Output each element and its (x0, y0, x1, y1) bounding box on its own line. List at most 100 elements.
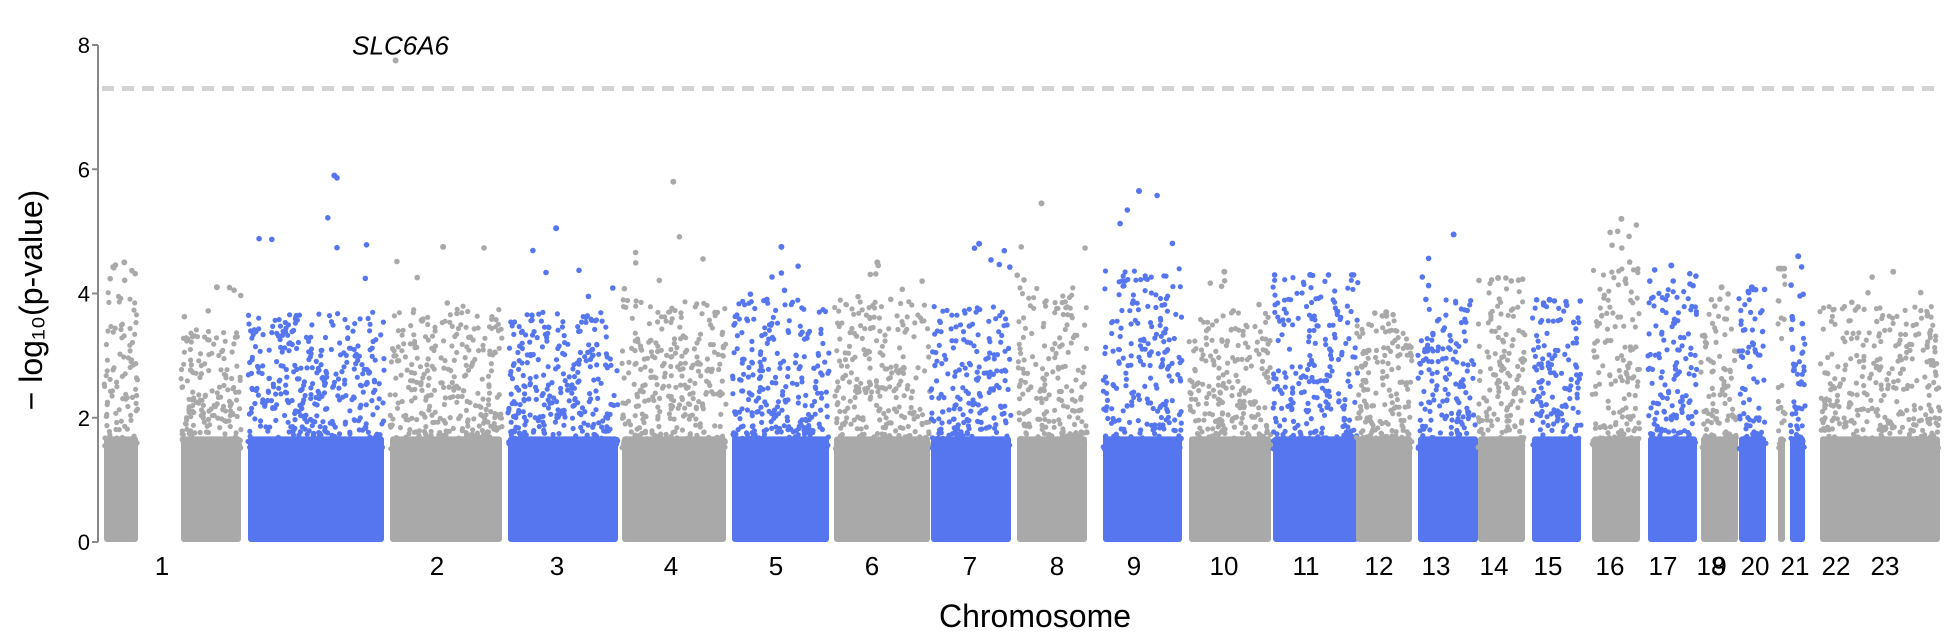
snp-point (494, 412, 500, 418)
snp-point (1150, 405, 1156, 412)
snp-point (1504, 407, 1510, 413)
snp-point (379, 444, 385, 450)
snp-point (974, 369, 980, 375)
snp-point (881, 410, 887, 417)
snp-point (1058, 441, 1064, 447)
snp-point (1651, 267, 1658, 273)
snp-point (1666, 429, 1672, 435)
snp-point (943, 356, 949, 362)
snp-point (1623, 405, 1629, 411)
snp-point (1530, 398, 1536, 405)
snp-point (949, 312, 955, 318)
snp-point (1206, 383, 1212, 389)
peak-point (1618, 215, 1625, 222)
snp-point (964, 430, 970, 436)
snp-point (851, 404, 858, 410)
snp-point (1204, 439, 1210, 445)
snp-point (871, 434, 877, 440)
snp-point (559, 324, 566, 330)
snp-point (1521, 349, 1527, 355)
snp-point (1443, 355, 1449, 361)
snp-point (851, 417, 857, 423)
snp-point (476, 423, 482, 429)
snp-point (1467, 439, 1474, 445)
snp-point (1380, 325, 1386, 331)
snp-point (1480, 431, 1486, 437)
snp-point (455, 325, 461, 332)
snp-point (1225, 412, 1231, 418)
snp-point (292, 438, 298, 444)
snp-point (1305, 400, 1311, 406)
snp-point (249, 385, 255, 391)
snp-point (1496, 359, 1503, 365)
snp-point (516, 407, 522, 414)
snp-point (188, 357, 194, 363)
snp-point (1395, 343, 1401, 350)
snp-point (1235, 310, 1241, 316)
snp-point (1019, 291, 1026, 297)
snp-point (1358, 429, 1364, 436)
snp-point (206, 337, 212, 343)
snp-point (188, 330, 194, 336)
snp-point (1393, 429, 1399, 435)
snp-point (588, 396, 594, 402)
snp-point (1437, 403, 1443, 409)
snp-point (1056, 417, 1062, 423)
snp-point (1495, 334, 1501, 340)
snp-point (846, 379, 853, 385)
snp-point (1164, 406, 1170, 412)
snp-point (1281, 417, 1287, 423)
snp-point (898, 300, 904, 307)
snp-point (104, 439, 110, 445)
snp-point (1424, 336, 1430, 342)
snp-point (697, 424, 703, 430)
snp-point (957, 322, 964, 328)
snp-point (1415, 352, 1421, 358)
snp-point (215, 415, 221, 421)
snp-point (693, 435, 699, 441)
snp-point (1430, 330, 1436, 336)
snp-point (657, 395, 663, 401)
snp-point (619, 348, 626, 354)
snp-point (1568, 434, 1574, 440)
peak-point (1495, 275, 1502, 281)
snp-point (1327, 346, 1333, 352)
snp-point (1679, 343, 1685, 349)
snp-point (1052, 407, 1058, 413)
snp-point (1239, 415, 1245, 421)
snp-point (484, 432, 490, 438)
snp-point (103, 373, 109, 379)
snp-point (1138, 277, 1144, 283)
snp-point (737, 416, 743, 422)
snp-point (938, 391, 944, 397)
snp-point (1079, 419, 1085, 425)
snp-point (302, 392, 308, 399)
snp-point (1693, 381, 1699, 388)
snp-point (1605, 405, 1611, 411)
snp-point (863, 424, 869, 430)
snp-point (1292, 425, 1298, 431)
snp-point (1503, 275, 1509, 281)
snp-point (277, 377, 283, 383)
snp-point (1540, 390, 1546, 396)
snp-point (1379, 313, 1386, 319)
snp-point (1345, 285, 1351, 291)
snp-point (1051, 441, 1057, 447)
snp-point (1354, 365, 1360, 371)
snp-point (1078, 429, 1084, 435)
snp-point (1706, 311, 1712, 317)
snp-point (114, 379, 120, 385)
snp-point (262, 403, 268, 409)
snp-point (785, 374, 791, 380)
snp-point (442, 395, 448, 401)
snp-point (205, 328, 212, 335)
snp-point (370, 338, 376, 345)
snp-point (835, 400, 841, 406)
snp-point (1015, 365, 1022, 371)
snp-point (1510, 398, 1516, 404)
snp-point (919, 412, 926, 418)
snp-point (915, 365, 921, 371)
snp-point (328, 444, 334, 450)
snp-point (987, 350, 993, 356)
snp-point (1746, 397, 1752, 403)
